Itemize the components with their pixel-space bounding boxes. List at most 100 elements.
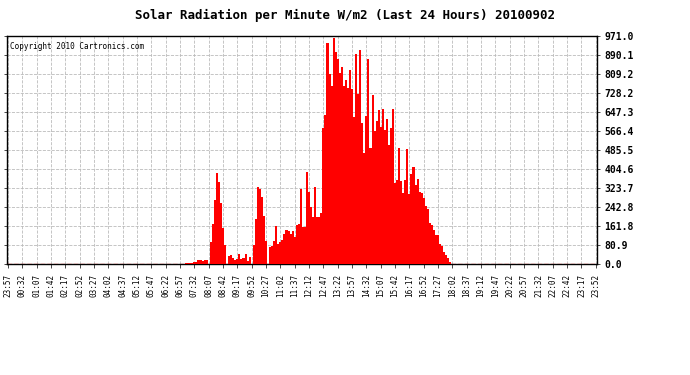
Bar [312,217,314,264]
Bar [324,116,326,264]
Bar [284,234,286,264]
Bar [443,252,445,264]
Bar [277,244,279,264]
Bar [216,172,218,264]
Bar [204,260,206,264]
Bar [236,259,238,264]
Bar [228,256,230,264]
Bar [373,131,375,264]
Bar [349,70,351,264]
Bar [290,234,292,264]
Bar [292,231,294,264]
Bar [316,217,318,264]
Bar [425,206,427,264]
Bar [271,246,273,264]
Bar [201,261,204,264]
Bar [244,254,246,264]
Bar [320,213,322,264]
Bar [439,244,441,264]
Bar [308,192,310,264]
Bar [364,153,366,264]
Bar [427,209,429,264]
Text: Copyright 2010 Cartronics.com: Copyright 2010 Cartronics.com [10,42,144,51]
Bar [302,227,304,264]
Bar [355,54,357,264]
Bar [353,117,355,264]
Bar [304,227,306,264]
Bar [421,193,423,264]
Bar [235,260,236,264]
Bar [359,50,362,264]
Bar [341,68,343,264]
Bar [415,185,417,264]
Bar [230,255,233,264]
Bar [265,241,267,264]
Bar [195,262,197,264]
Bar [306,172,308,264]
Bar [233,258,235,264]
Bar [375,121,377,264]
Bar [377,110,380,264]
Bar [191,262,193,264]
Bar [392,109,394,264]
Bar [255,219,257,264]
Bar [288,231,290,264]
Bar [402,194,404,264]
Text: Solar Radiation per Minute W/m2 (Last 24 Hours) 20100902: Solar Radiation per Minute W/m2 (Last 24… [135,9,555,22]
Bar [300,189,302,264]
Bar [222,228,224,264]
Bar [335,53,337,264]
Bar [318,217,320,264]
Bar [337,59,339,264]
Bar [423,198,425,264]
Bar [263,216,265,264]
Bar [429,223,431,264]
Bar [240,260,242,264]
Bar [314,187,316,264]
Bar [382,109,384,264]
Bar [380,127,382,264]
Bar [433,230,435,264]
Bar [449,262,451,264]
Bar [371,95,373,264]
Bar [326,44,328,264]
Bar [259,189,261,264]
Bar [193,262,195,264]
Bar [413,167,415,264]
Bar [417,179,419,264]
Bar [369,148,371,264]
Bar [408,194,411,264]
Bar [212,224,214,264]
Bar [400,182,402,264]
Bar [199,260,201,264]
Bar [441,246,443,264]
Bar [388,145,390,264]
Bar [257,187,259,264]
Bar [384,130,386,264]
Bar [362,123,364,264]
Bar [197,260,199,264]
Bar [345,80,347,264]
Bar [322,128,324,264]
Bar [445,255,447,264]
Bar [298,224,300,264]
Bar [238,254,240,264]
Bar [328,74,331,264]
Bar [261,197,263,264]
Bar [435,235,437,264]
Bar [366,116,367,264]
Bar [248,256,250,264]
Bar [210,243,212,264]
Bar [331,86,333,264]
Bar [269,248,271,264]
Bar [310,207,312,264]
Bar [339,73,341,264]
Bar [386,119,388,264]
Bar [357,94,359,264]
Bar [437,235,439,264]
Bar [296,225,298,264]
Bar [282,240,284,264]
Bar [273,242,275,264]
Bar [242,258,244,264]
Bar [398,148,400,264]
